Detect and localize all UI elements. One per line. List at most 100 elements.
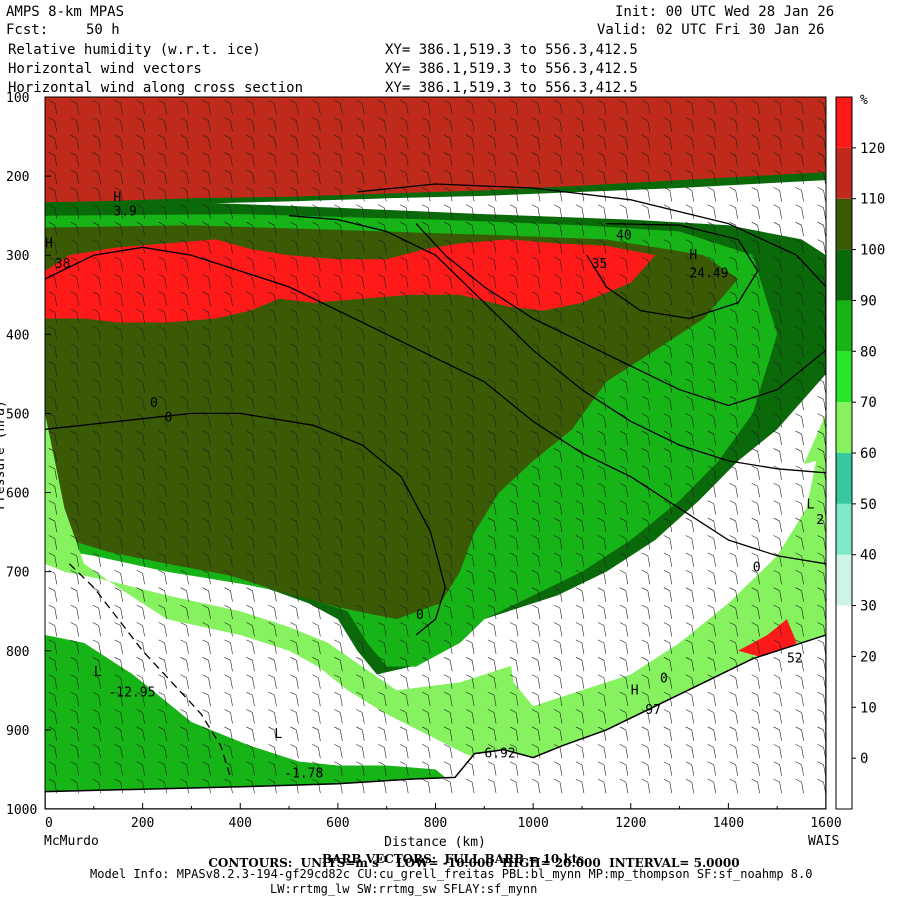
wind-barb (625, 660, 629, 672)
wind-barb-flag (378, 274, 385, 278)
wind-barb-flag (180, 239, 187, 243)
wind-barb-flag (553, 691, 561, 696)
wind-barb-flag (268, 430, 275, 435)
wind-barb-flag (729, 500, 736, 504)
wind-barb (142, 573, 145, 585)
wind-barb (515, 555, 519, 567)
wind-barb (120, 172, 123, 185)
wind-barb (142, 172, 145, 185)
wind-barb-flag (290, 413, 297, 417)
wind-barb (142, 312, 145, 324)
wind-barb (559, 503, 563, 515)
wind-barb-flag (729, 187, 736, 191)
wind-barb-flag (312, 430, 319, 435)
wind-barb (120, 468, 123, 480)
wind-barb-flag (641, 500, 648, 504)
wind-barb-flag (575, 204, 583, 209)
wind-barb-flag (400, 448, 407, 452)
wind-barb (471, 103, 475, 115)
wind-barb (296, 729, 299, 741)
wind-barb-flag (575, 552, 583, 557)
wind-barb-flag (707, 482, 714, 487)
contour-label: -12.95 (108, 686, 155, 701)
wind-barb-flag (465, 291, 473, 296)
wind-barb-flag (795, 361, 802, 365)
wind-barb-flag (795, 274, 802, 278)
wind-barb-flag (465, 448, 473, 452)
wind-barb (647, 294, 651, 306)
wind-barb-flag (268, 169, 275, 174)
wind-barb-flag (685, 674, 692, 678)
wind-barb-flag (246, 500, 253, 504)
wind-barb-flag (597, 570, 605, 574)
wind-barb (669, 625, 673, 637)
colorbar-tick-label: 80 (860, 344, 877, 360)
wind-barb (647, 277, 651, 289)
wind-barb (801, 259, 804, 272)
wind-barb (230, 259, 233, 272)
wind-barb (603, 712, 607, 724)
wind-barb-flag (136, 639, 143, 644)
wind-barb (142, 625, 145, 637)
wind-barb (296, 486, 299, 498)
wind-barb (318, 555, 321, 567)
wind-barb-flag (180, 134, 187, 139)
wind-barb-flag (136, 744, 143, 748)
wind-barb-flag (268, 326, 275, 330)
wind-barb-flag (290, 343, 297, 348)
wind-barb (625, 103, 629, 115)
wind-barb-flag (202, 256, 209, 261)
wind-barb (493, 538, 497, 550)
wind-barb (164, 259, 167, 272)
wind-barb (559, 712, 563, 724)
wind-barb-flag (48, 674, 55, 678)
wind-barb (98, 207, 101, 219)
wind-barb-flag (334, 552, 341, 557)
wind-barb (164, 486, 167, 498)
wind-barb (449, 103, 453, 115)
wind-barb-flag (729, 482, 736, 487)
wind-barb-flag (158, 639, 165, 644)
wind-barb-flag (685, 395, 692, 400)
wind-barb (164, 521, 167, 533)
wind-barb-flag (641, 587, 648, 591)
contour-20 (586, 222, 759, 320)
wind-barb (76, 155, 80, 167)
wind-barb (823, 782, 826, 794)
wind-barb-flag (444, 622, 451, 626)
wind-barb-flag (487, 500, 495, 504)
wind-barb-flag (114, 622, 121, 626)
wind-barb-flag (795, 500, 802, 504)
wind-barb (230, 155, 233, 167)
wind-barb (98, 660, 101, 672)
wind-barb (120, 433, 123, 446)
wind-barb (427, 433, 431, 446)
wind-barb (449, 399, 453, 411)
wind-barb-flag (92, 378, 99, 383)
wind-barb (383, 346, 387, 359)
wind-barb-flag (531, 134, 539, 139)
colorbar-bin (836, 554, 852, 606)
wind-barb (361, 399, 365, 411)
wind-barb-flag (531, 343, 539, 348)
wind-barb-flag (312, 413, 319, 417)
wind-barb-flag (553, 308, 561, 313)
wind-barb (647, 625, 651, 637)
wind-barb (361, 346, 365, 359)
wind-barb (691, 625, 695, 637)
wind-barb-flag (509, 448, 517, 452)
wind-barb (252, 782, 255, 794)
wind-barb-flag (531, 552, 539, 557)
wind-barb-flag (114, 639, 121, 644)
wind-barb-flag (729, 291, 736, 296)
wind-barb (735, 120, 738, 132)
wind-barb-flag (487, 517, 495, 522)
wind-barb-flag (795, 308, 802, 313)
wind-barb-flag (180, 482, 187, 487)
wind-barb (801, 538, 804, 550)
wind-barb-flag (795, 691, 802, 696)
wind-barb (603, 329, 607, 341)
wind-barb-flag (509, 308, 517, 313)
wind-barb-flag (751, 256, 758, 261)
wind-barb-flag (268, 413, 275, 417)
